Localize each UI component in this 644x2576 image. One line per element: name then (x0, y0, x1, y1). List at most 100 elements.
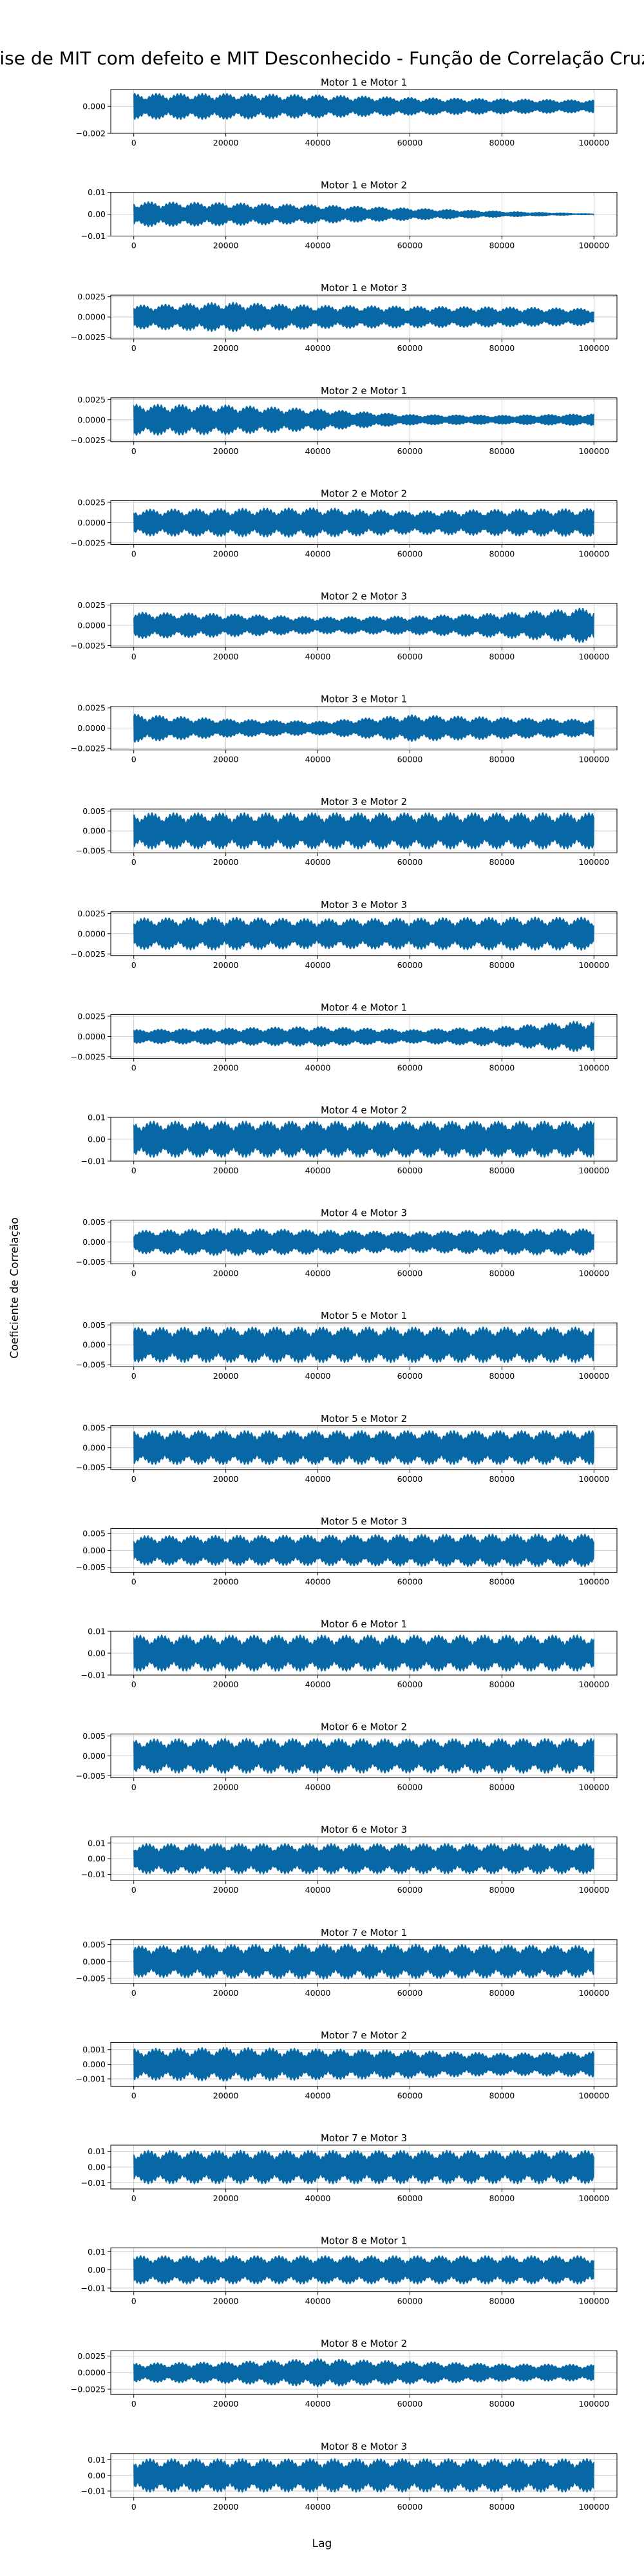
correlation-series-line (133, 301, 594, 332)
correlation-series-line (133, 1738, 594, 1774)
subplot: Motor 7 e Motor 2 0 20000 40000 60000 80000 10… (76, 2029, 618, 2100)
y-tick-label: 0.005 (82, 1217, 106, 1227)
x-tick-label: 40000 (305, 138, 331, 147)
x-tick-label: 20000 (213, 1988, 239, 1998)
x-tick-label: 60000 (397, 1783, 423, 1792)
subplot: Motor 7 e Motor 1 0 20000 40000 60000 80000 10… (76, 1927, 618, 1998)
subplot-title: Motor 7 e Motor 1 (321, 1927, 407, 1938)
x-tick-label: 40000 (305, 1063, 331, 1072)
y-tick-label: 0.000 (82, 2060, 106, 2069)
y-tick-label: 0.0000 (77, 2368, 106, 2378)
subplot: Motor 4 e Motor 2 0 20000 40000 60000 80000 10… (81, 1104, 618, 1175)
x-tick-label: 40000 (305, 1783, 331, 1792)
x-tick-label: 100000 (578, 1474, 609, 1484)
subplot-title: Motor 1 e Motor 1 (321, 77, 407, 88)
subplot-title: Motor 6 e Motor 3 (321, 1824, 407, 1835)
x-tick-label: 0 (131, 755, 137, 764)
x-tick-label: 100000 (578, 1885, 609, 1895)
y-tick-label: −0.0025 (71, 1052, 106, 1061)
correlation-series-line (133, 2255, 594, 2285)
x-tick-label: 60000 (397, 2090, 423, 2100)
y-tick-label: −0.0025 (71, 538, 106, 547)
subplot: Motor 6 e Motor 1 0 20000 40000 60000 80000 10… (81, 1618, 618, 1689)
y-tick-label: 0.0025 (77, 395, 106, 404)
x-tick-label: 60000 (397, 446, 423, 456)
y-tick-label: 0.000 (82, 1546, 106, 1555)
x-tick-label: 80000 (489, 1166, 515, 1175)
subplot-title: Motor 5 e Motor 2 (321, 1413, 407, 1425)
correlation-series-line (133, 2458, 594, 2493)
y-tick-label: −0.0025 (71, 2384, 106, 2394)
x-tick-label: 40000 (305, 1988, 331, 1998)
x-tick-label: 100000 (578, 1166, 609, 1175)
correlation-series-line (133, 1533, 594, 1567)
subplot: Motor 4 e Motor 3 0 20000 40000 60000 80000 10… (76, 1208, 618, 1278)
x-tick-label: 100000 (578, 1577, 609, 1586)
correlation-series-line (133, 812, 594, 850)
y-tick-label: 0.0025 (77, 292, 106, 301)
y-tick-label: 0.000 (82, 102, 106, 111)
y-tick-label: 0.005 (82, 1529, 106, 1539)
subplot-title: Motor 8 e Motor 2 (321, 2338, 407, 2349)
correlation-series-line (133, 2047, 594, 2082)
x-tick-label: 0 (131, 1680, 137, 1689)
axes-frame (110, 89, 618, 134)
x-tick-label: 80000 (489, 1783, 515, 1792)
y-tick-label: 0.00 (88, 2470, 106, 2480)
x-tick-label: 20000 (213, 2193, 239, 2203)
y-tick-label: −0.0025 (71, 641, 106, 650)
y-tick-label: 0.00 (88, 1135, 106, 1144)
y-tick-label: −0.005 (76, 1360, 106, 1370)
y-tick-label: 0.001 (82, 2045, 106, 2054)
subplot-panels: Motor 1 e Motor 1 0 20000 40000 60000 80000 10… (71, 77, 618, 2512)
y-tick-label: 0.0000 (77, 518, 106, 527)
subplot: Motor 1 e Motor 2 0 20000 40000 60000 80000 10… (81, 180, 618, 251)
x-tick-label: 80000 (489, 1063, 515, 1072)
subplot-title: Motor 2 e Motor 3 (321, 591, 407, 602)
x-tick-label: 80000 (489, 755, 515, 764)
subplot-title: Motor 5 e Motor 1 (321, 1310, 407, 1321)
y-tick-label: 0.00 (88, 2265, 106, 2275)
correlation-series-line (133, 93, 594, 120)
x-tick-label: 100000 (578, 2297, 609, 2306)
x-tick-label: 60000 (397, 857, 423, 867)
x-tick-label: 80000 (489, 1577, 515, 1586)
x-tick-label: 80000 (489, 1474, 515, 1484)
y-tick-label: 0.0000 (77, 1032, 106, 1041)
subplot: Motor 3 e Motor 1 0 20000 40000 60000 80000 10… (71, 694, 618, 764)
x-tick-label: 80000 (489, 960, 515, 970)
x-tick-label: 100000 (578, 755, 609, 764)
x-tick-label: 40000 (305, 960, 331, 970)
subplot-title: Motor 6 e Motor 1 (321, 1618, 407, 1630)
y-tick-label: −0.0025 (71, 435, 106, 445)
correlation-series-line (133, 607, 594, 643)
y-tick-label: 0.005 (82, 1731, 106, 1741)
x-tick-label: 40000 (305, 343, 331, 353)
x-tick-label: 60000 (397, 2399, 423, 2409)
x-tick-label: 80000 (489, 1371, 515, 1381)
x-tick-label: 100000 (578, 2193, 609, 2203)
x-tick-label: 60000 (397, 2502, 423, 2512)
y-tick-label: −0.005 (76, 1771, 106, 1781)
x-tick-label: 0 (131, 446, 137, 456)
x-tick-label: 80000 (489, 241, 515, 251)
figure-title: Análise de MIT com defeito e MIT Desconh… (0, 48, 644, 69)
x-tick-label: 0 (131, 1474, 137, 1484)
y-tick-label: −0.01 (81, 231, 106, 241)
x-tick-label: 40000 (305, 1680, 331, 1689)
x-tick-label: 60000 (397, 2193, 423, 2203)
y-tick-label: 0.000 (82, 1956, 106, 1966)
subplot-title: Motor 5 e Motor 3 (321, 1515, 407, 1527)
subplot: Motor 3 e Motor 3 0 20000 40000 60000 80000 10… (71, 899, 618, 970)
subplot: Motor 7 e Motor 3 0 20000 40000 60000 80000 10… (81, 2132, 618, 2203)
y-tick-label: 0.00 (88, 1854, 106, 1864)
x-tick-label: 60000 (397, 755, 423, 764)
x-tick-label: 40000 (305, 652, 331, 661)
x-tick-label: 80000 (489, 446, 515, 456)
x-tick-label: 100000 (578, 1680, 609, 1689)
x-tick-label: 40000 (305, 2193, 331, 2203)
x-tick-label: 0 (131, 2193, 137, 2203)
x-tick-label: 100000 (578, 549, 609, 558)
x-tick-label: 0 (131, 1577, 137, 1586)
figure-y-label: Coeficiente de Correlação (8, 1217, 21, 1358)
